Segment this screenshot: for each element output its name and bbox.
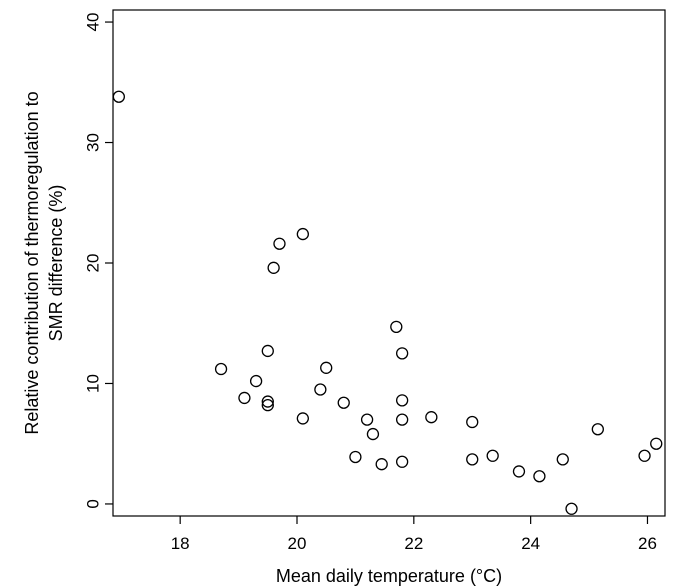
data-point-7 [267, 261, 280, 274]
x-tick-label-0: 18 [171, 534, 190, 553]
data-point-13 [337, 396, 350, 409]
data-point-19 [395, 347, 409, 360]
y-axis-title-line-1: Relative contribution of thermoregulatio… [22, 91, 42, 434]
data-point-0 [112, 90, 125, 103]
data-point-25 [466, 453, 479, 466]
data-point-27 [512, 465, 526, 478]
x-tick-label-4: 26 [638, 534, 657, 553]
data-point-9 [296, 227, 309, 241]
data-point-23 [425, 411, 438, 424]
data-point-12 [320, 361, 333, 374]
data-point-14 [349, 450, 362, 464]
data-point-3 [249, 374, 263, 388]
data-point-6 [261, 399, 274, 412]
x-axis: 18 20 22 24 26 [171, 516, 657, 553]
data-point-8 [273, 237, 286, 250]
data-point-24 [466, 415, 479, 429]
data-point-11 [314, 383, 327, 396]
data-point-10 [296, 412, 309, 425]
x-tick-label-1: 20 [288, 534, 307, 553]
y-axis-title-line-2: SMR difference (%) [46, 185, 66, 342]
data-point-28 [533, 470, 546, 483]
data-point-33 [650, 437, 663, 450]
data-point-22 [395, 455, 409, 468]
y-tick-label-2: 20 [84, 254, 103, 273]
data-point-21 [395, 413, 409, 426]
data-point-2 [238, 391, 251, 405]
data-point-31 [591, 423, 604, 436]
data-point-18 [390, 320, 403, 334]
x-axis-title: Mean daily temperature (°C) [276, 566, 502, 586]
x-tick-label-3: 24 [521, 534, 540, 553]
data-point-30 [565, 502, 578, 515]
data-point-4 [261, 344, 274, 358]
x-tick-label-2: 22 [404, 534, 423, 553]
data-point-5 [261, 395, 274, 408]
plot-frame [112, 9, 666, 517]
y-tick-label-4: 40 [84, 13, 103, 32]
y-tick-label-3: 30 [84, 133, 103, 152]
y-axis: 0 10 20 30 40 [84, 13, 113, 509]
y-tick-label-0: 0 [84, 499, 103, 508]
data-point-26 [486, 449, 499, 462]
data-points [112, 90, 663, 515]
y-tick-label-1: 10 [84, 374, 103, 393]
data-point-20 [395, 394, 409, 407]
data-point-17 [375, 458, 388, 471]
data-point-15 [360, 413, 374, 426]
data-point-29 [556, 453, 569, 466]
data-point-32 [638, 449, 651, 462]
data-point-1 [214, 362, 228, 376]
data-point-16 [366, 427, 380, 441]
